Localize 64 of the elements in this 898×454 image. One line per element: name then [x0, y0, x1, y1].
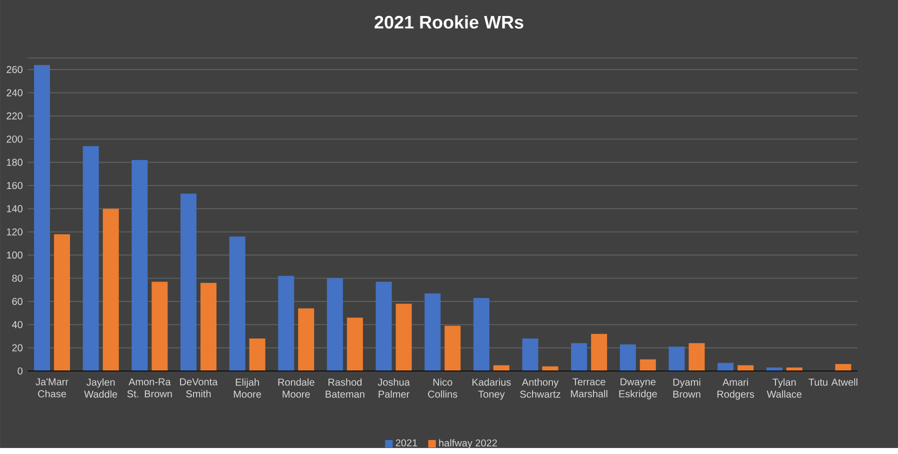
bar [326, 278, 343, 372]
x-tick-label: Ja'Marr Chase [36, 378, 68, 398]
x-tick-label: Tylan Wallace [766, 378, 802, 398]
bar [298, 308, 314, 372]
y-tick-label: 220 [6, 112, 22, 120]
chart-title: 2021 Rookie WRs [374, 15, 524, 29]
bar [278, 276, 294, 372]
x-tick-label: Dwayne Eskridge [619, 378, 657, 400]
bar [444, 326, 461, 372]
bar [376, 282, 392, 372]
bar [229, 236, 246, 372]
bar [640, 360, 656, 372]
legend-label: 2021 [396, 439, 418, 447]
x-tick-label: Dyami Brown [673, 378, 700, 398]
bar [493, 365, 510, 372]
y-tick-label: 40 [12, 321, 22, 328]
y-tick-label: 180 [6, 158, 22, 166]
x-tick-label: DeVonta Smith [180, 378, 218, 398]
legend-label: halfway 2022 [439, 439, 497, 449]
bar [738, 365, 754, 372]
y-tick-label: 80 [12, 274, 22, 282]
y-tick-label: 100 [6, 252, 22, 259]
x-tick-label: Terrace Marshall [570, 378, 608, 398]
y-tick-label: 240 [6, 89, 22, 96]
y-tick-label: 0 [18, 368, 22, 375]
y-tick-label: 260 [6, 66, 22, 74]
bar [82, 146, 99, 372]
bar [620, 344, 636, 372]
x-tick-label: Elijah Moore [234, 378, 262, 398]
bar [396, 304, 412, 372]
x-tick-label: Anthony Schwartz [520, 378, 560, 398]
y-tick-label: 200 [6, 136, 22, 143]
y-tick-label: 120 [6, 228, 22, 236]
bar [180, 194, 196, 372]
bar [249, 338, 266, 372]
x-tick-label: Joshua Palmer [378, 378, 410, 398]
bar [473, 298, 490, 372]
bar [522, 338, 538, 372]
bar [346, 318, 363, 372]
bar [571, 343, 588, 372]
y-tick-label: 20 [12, 344, 22, 352]
y-tick-label: 140 [6, 205, 22, 212]
x-tick-label: Nico Collins [428, 378, 458, 398]
x-tick-label: Rondale Moore [278, 378, 314, 398]
bar [668, 346, 685, 372]
bar [688, 343, 705, 372]
bar [102, 208, 119, 372]
bar [835, 364, 852, 372]
x-tick-label: Jaylen Waddle [84, 378, 118, 398]
y-tick-label: 60 [12, 298, 22, 306]
x-tick-label: Amari Rodgers [717, 378, 754, 400]
bar [200, 283, 216, 372]
x-tick-label: Amon-Ra St. Brown [127, 378, 172, 398]
bar [34, 65, 50, 372]
bar [54, 234, 70, 372]
bar [132, 160, 148, 372]
x-tick-label: Rashod Bateman [326, 378, 364, 398]
y-tick-label: 160 [6, 182, 22, 190]
bar [718, 362, 734, 372]
bar [591, 334, 608, 372]
bar [424, 293, 441, 372]
x-tick-label: Tutu Atwell [808, 378, 858, 386]
x-tick-label: Kadarius Toney [472, 378, 511, 400]
bar [152, 282, 168, 372]
